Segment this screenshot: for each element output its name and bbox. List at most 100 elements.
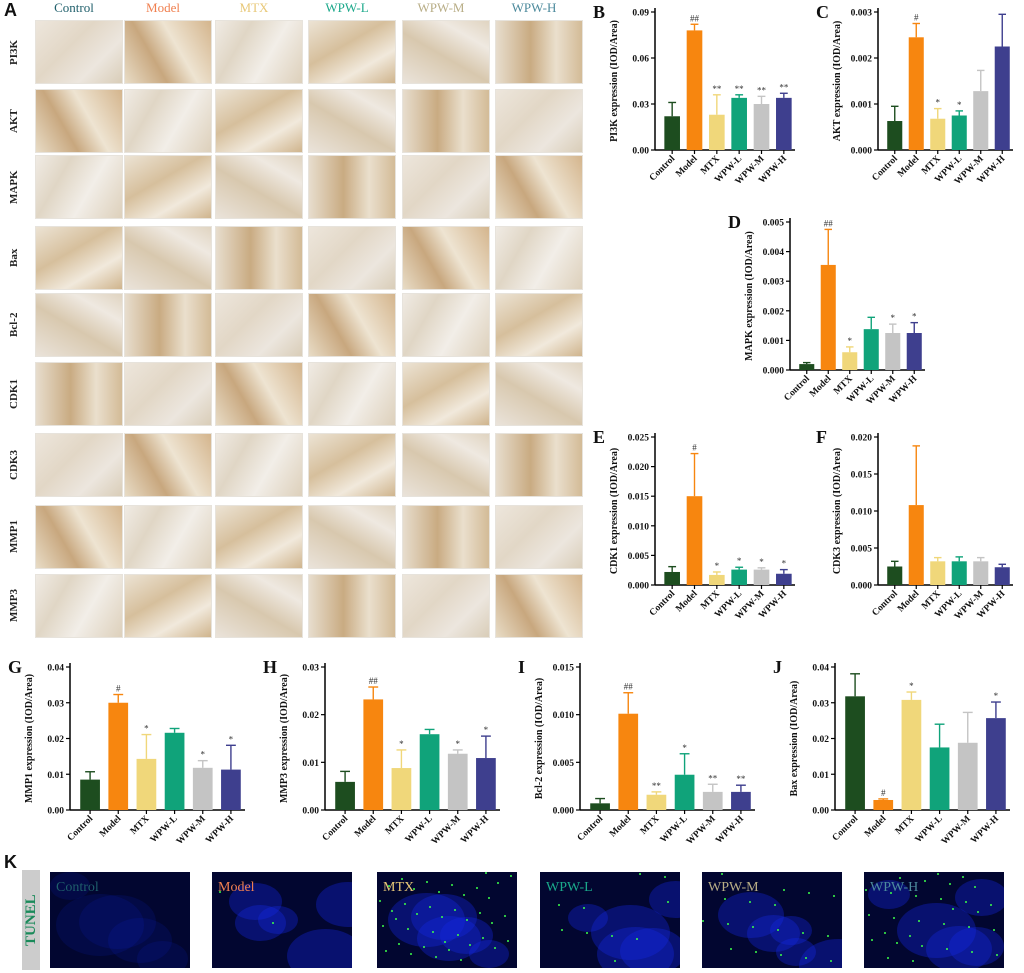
y-tick-label: 0.06 — [632, 55, 649, 65]
y-tick-label: 0.000 — [851, 147, 873, 157]
chart-b: B PI3K expression (IOD/Area) 0.00 0.03 0.06 0… — [585, 0, 805, 205]
nuclei-region — [79, 895, 156, 949]
x-tick-label: Model — [896, 589, 922, 615]
bar-wpw-m — [885, 333, 901, 370]
x-tick-label: WPW-M — [940, 814, 973, 847]
apoptotic-signal — [463, 894, 465, 896]
panel-letter-i: I — [518, 657, 525, 677]
x-tick-label: Model — [674, 154, 700, 180]
bar-wpw-l — [674, 774, 695, 810]
significance-mark: * — [737, 556, 742, 566]
ihc-image — [308, 505, 396, 569]
significance-mark: * — [848, 336, 853, 346]
nuclei-region — [597, 927, 674, 968]
ihc-image — [495, 20, 583, 84]
apoptotic-signal — [469, 944, 471, 946]
x-tick-label: Control — [66, 814, 96, 844]
tunel-label: TUNEL — [23, 894, 39, 946]
y-axis-label: Bax expression (IOD/Area) — [789, 681, 800, 797]
apoptotic-signal — [887, 957, 889, 959]
bar-model — [686, 30, 703, 150]
bar-model — [820, 264, 836, 370]
y-tick-label: 0.00 — [632, 147, 649, 157]
ihc-image — [124, 574, 212, 638]
apoptotic-signal — [479, 912, 481, 914]
y-tick-label: 0.03 — [47, 699, 64, 709]
x-tick-label: MTX — [129, 814, 152, 837]
apoptotic-signal — [639, 873, 641, 875]
x-tick-label: WPW-M — [430, 814, 463, 847]
y-tick-label: 0.000 — [851, 582, 873, 592]
x-tick-label: WPW-M — [175, 814, 208, 847]
ihc-image — [402, 362, 490, 426]
ihc-image — [308, 89, 396, 153]
y-tick-label: 0.001 — [851, 101, 873, 111]
apoptotic-signal — [504, 915, 506, 917]
column-header-wpw-m: WPW-M — [417, 0, 465, 15]
ihc-image — [124, 433, 212, 497]
chart-f: F CDK3 expression (IOD/Area) 0.000 0.005 0.0… — [808, 425, 1023, 640]
bar-wpw-h — [776, 97, 792, 150]
apoptotic-signal — [808, 892, 810, 894]
apoptotic-signal — [827, 935, 829, 937]
bar-model — [908, 505, 924, 585]
significance-mark: ** — [757, 85, 767, 95]
ihc-image — [124, 20, 212, 84]
bar-wpw-l — [731, 569, 747, 585]
tunel-label-model: Model — [218, 880, 255, 895]
panel-letter-g: G — [8, 657, 22, 677]
column-header-wpw-h: WPW-H — [511, 0, 557, 15]
bar-wpw-m — [447, 753, 468, 810]
apoptotic-signal — [507, 940, 509, 942]
bar-mtx — [391, 768, 412, 810]
significance-mark: ## — [824, 218, 834, 228]
ihc-image — [215, 226, 303, 290]
ihc-image — [495, 362, 583, 426]
apoptotic-signal — [491, 922, 493, 924]
apoptotic-signal — [755, 951, 757, 953]
apoptotic-signal — [636, 938, 638, 940]
x-tick-label: MTX — [894, 814, 917, 837]
nuclei-region — [229, 883, 282, 921]
significance-mark: * — [782, 559, 787, 569]
ihc-image — [215, 20, 303, 84]
ihc-image — [402, 293, 490, 357]
apoptotic-signal — [921, 945, 923, 947]
ihc-image — [35, 226, 123, 290]
bar-wpw-h — [994, 46, 1010, 150]
ihc-image — [124, 505, 212, 569]
significance-mark: * — [912, 312, 917, 322]
row-label-akt: AKT — [8, 109, 20, 133]
bar-wpw-h — [476, 758, 496, 810]
chart-g: G MMP1 expression (IOD/Area) 0.00 0.01 0.02 0… — [0, 655, 255, 865]
significance-mark: * — [994, 691, 999, 701]
significance-mark: * — [144, 724, 149, 734]
ihc-image — [308, 20, 396, 84]
apoptotic-signal — [586, 932, 588, 934]
bar-wpw-m — [753, 569, 770, 585]
ihc-image — [402, 226, 490, 290]
row-label-mapk: MAPK — [8, 170, 20, 204]
apoptotic-signal — [460, 959, 462, 961]
panel-letter-a: A — [4, 0, 17, 20]
x-tick-label: Control — [831, 814, 861, 844]
y-axis-label: AKT expression (IOD/Area) — [832, 21, 843, 142]
row-label-bax: Bax — [8, 248, 20, 268]
apoptotic-signal — [457, 934, 459, 936]
apoptotic-signal — [721, 873, 723, 875]
apoptotic-signal — [444, 941, 446, 943]
apoptotic-signal — [426, 881, 428, 883]
apoptotic-signal — [865, 889, 867, 891]
apoptotic-signal — [482, 937, 484, 939]
ihc-image — [215, 505, 303, 569]
y-axis-label: Bcl-2 expression (IOD/Area) — [534, 678, 545, 799]
apoptotic-signal — [937, 873, 939, 875]
bar-control — [799, 364, 815, 370]
apoptotic-signal — [702, 920, 704, 922]
ihc-image — [402, 89, 490, 153]
bar-wpw-m — [753, 104, 770, 150]
ihc-image — [402, 574, 490, 638]
significance-mark: # — [692, 443, 697, 453]
row-label-cdk1: CDK1 — [8, 379, 20, 409]
ihc-image — [35, 89, 123, 153]
